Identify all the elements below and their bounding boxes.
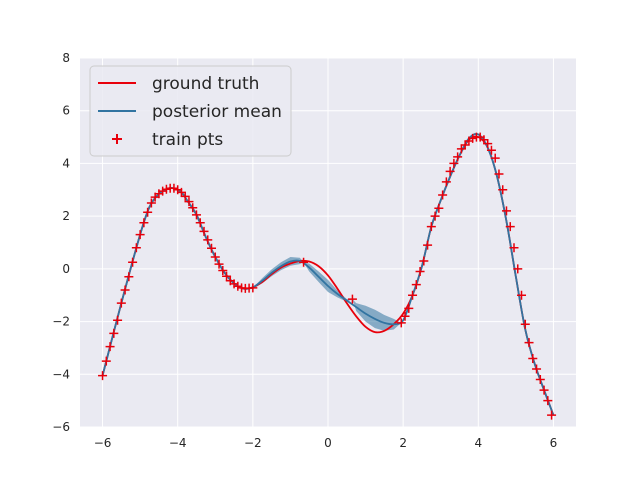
train-point [411, 280, 421, 290]
train-point [180, 191, 190, 201]
train-point [468, 133, 478, 143]
y-tick-label: 8 [62, 51, 70, 65]
train-point [438, 190, 448, 200]
x-tick-label: −4 [169, 436, 187, 450]
train-point [124, 272, 134, 282]
train-point [513, 264, 523, 274]
train-point [184, 197, 194, 207]
y-tick-label: −6 [52, 420, 70, 434]
x-tick-label: 2 [399, 436, 407, 450]
x-tick-label: −6 [94, 436, 112, 450]
train-point [195, 218, 205, 228]
x-tick-label: 0 [324, 436, 332, 450]
train-point [347, 294, 357, 304]
train-point [408, 290, 418, 300]
train-point [113, 315, 123, 325]
legend-label: train pts [152, 130, 223, 150]
legend-frame [89, 65, 292, 157]
train-point [543, 396, 553, 406]
train-point [188, 203, 198, 213]
train-point [128, 257, 138, 267]
y-tick-label: 4 [62, 156, 70, 170]
train-point [299, 257, 309, 267]
train-point [449, 158, 459, 168]
train-point [135, 230, 145, 240]
y-tick-label: 0 [62, 262, 70, 276]
train-point [419, 256, 429, 266]
train-point [404, 303, 414, 313]
train-point [131, 243, 141, 253]
train-point [400, 311, 410, 321]
train-point [517, 290, 527, 300]
train-point [222, 271, 232, 281]
train-point [210, 252, 220, 262]
y-tick-label: −2 [52, 315, 70, 329]
train-point [486, 145, 496, 155]
legend: ground truth posterior mean train pts [89, 65, 292, 157]
train-point [520, 319, 530, 329]
train-point [116, 298, 126, 308]
train-point [501, 206, 511, 216]
train-point [539, 385, 549, 395]
legend-swatch-marker [112, 134, 122, 144]
train-point [528, 353, 538, 363]
train-point [505, 222, 515, 232]
train-point [456, 144, 466, 154]
train-point [146, 198, 156, 208]
train-point [203, 235, 213, 245]
train-point [105, 342, 115, 352]
train-point [120, 285, 130, 295]
x-tick-labels: −6 −4 −2 0 2 4 6 [94, 436, 558, 450]
train-point [426, 222, 436, 232]
train-point [248, 283, 258, 293]
train-point [109, 328, 119, 338]
train-point [101, 356, 111, 366]
train-point [535, 375, 545, 385]
x-tick-label: 6 [550, 436, 558, 450]
x-tick-label: −2 [244, 436, 262, 450]
train-point [490, 153, 500, 163]
train-point [207, 243, 217, 253]
train-point [161, 184, 171, 194]
train-point [423, 240, 433, 250]
train-point [199, 226, 209, 236]
train-point [494, 169, 504, 179]
train-point [441, 177, 451, 187]
train-point [547, 410, 557, 420]
train-point [532, 364, 542, 374]
train-point [430, 211, 440, 221]
train-point [158, 186, 168, 196]
y-tick-label: 6 [62, 104, 70, 118]
train-point [524, 338, 534, 348]
train-point [460, 140, 470, 150]
legend-label: ground truth [152, 74, 259, 94]
y-tick-labels: −6 −4 −2 0 2 4 6 8 [52, 51, 70, 434]
train-point [214, 259, 224, 269]
y-tick-label: 2 [62, 209, 70, 223]
train-point [139, 218, 149, 228]
legend-label: posterior mean [152, 102, 282, 122]
train-point [143, 207, 153, 217]
train-points [98, 132, 557, 420]
train-point [218, 265, 228, 275]
train-point [479, 135, 489, 145]
train-point [176, 187, 186, 197]
train-point [509, 243, 519, 253]
train-point [434, 203, 444, 213]
train-point [415, 266, 425, 276]
train-point [396, 318, 406, 328]
train-point [445, 166, 455, 176]
y-tick-label: −4 [52, 367, 70, 381]
train-point [169, 183, 179, 193]
train-point [498, 185, 508, 195]
train-point [191, 210, 201, 220]
x-tick-label: 4 [474, 436, 482, 450]
train-point [483, 139, 493, 149]
train-point [233, 281, 243, 291]
train-point [98, 371, 108, 381]
train-point [453, 152, 463, 162]
